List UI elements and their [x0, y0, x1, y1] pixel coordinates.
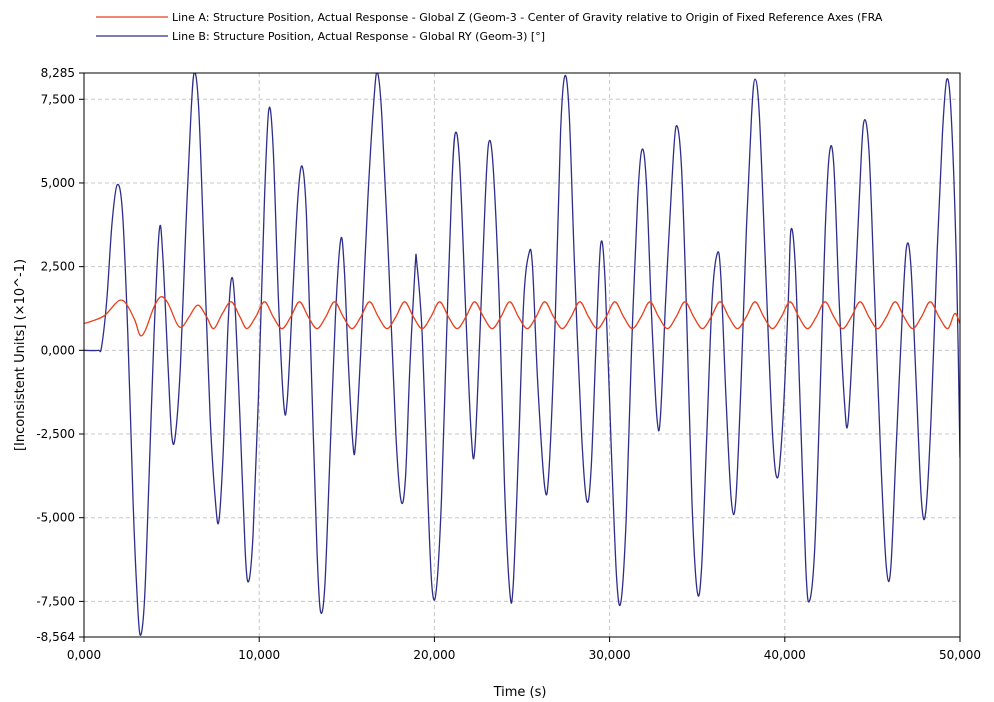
y-tick-label: -7,500: [36, 594, 75, 608]
x-tick-label: 10,000: [238, 648, 280, 662]
y-tick-label: 2,500: [41, 260, 75, 274]
x-tick-label: 30,000: [589, 648, 631, 662]
x-axis-ticks: 0,000 10,000 20,000 30,000 40,000 50,000: [67, 637, 981, 662]
x-axis-label: Time (s): [493, 685, 547, 700]
x-tick-label: 40,000: [764, 648, 806, 662]
legend-label: Line A: Structure Position, Actual Respo…: [172, 11, 883, 24]
series-line-b: [84, 73, 960, 636]
series-line-a: [84, 296, 960, 337]
y-tick-label: -5,000: [36, 511, 75, 525]
y-axis-ticks: 8,285 7,500 5,000 2,500 0,000 -2,500 -5,000 -7,…: [36, 66, 84, 644]
x-tick-label: 20,000: [413, 648, 455, 662]
y-tick-label: -8,564: [36, 630, 75, 644]
legend-label: Line B: Structure Position, Actual Respo…: [172, 30, 545, 43]
y-tick-label: 7,500: [41, 92, 75, 106]
y-tick-label: -2,500: [36, 427, 75, 441]
y-tick-label: 5,000: [41, 176, 75, 190]
y-tick-label: 8,285: [41, 66, 75, 80]
y-axis-label: [Inconsistent Units] (×10^-1): [13, 259, 28, 451]
plot-frame: [83, 72, 961, 638]
x-tick-label: 0,000: [67, 648, 101, 662]
legend: Line A: Structure Position, Actual Respo…: [96, 11, 883, 43]
grid: [84, 73, 960, 637]
y-tick-label: 0,000: [41, 343, 75, 357]
x-tick-label: 50,000: [939, 648, 981, 662]
series-layer: [84, 73, 960, 636]
